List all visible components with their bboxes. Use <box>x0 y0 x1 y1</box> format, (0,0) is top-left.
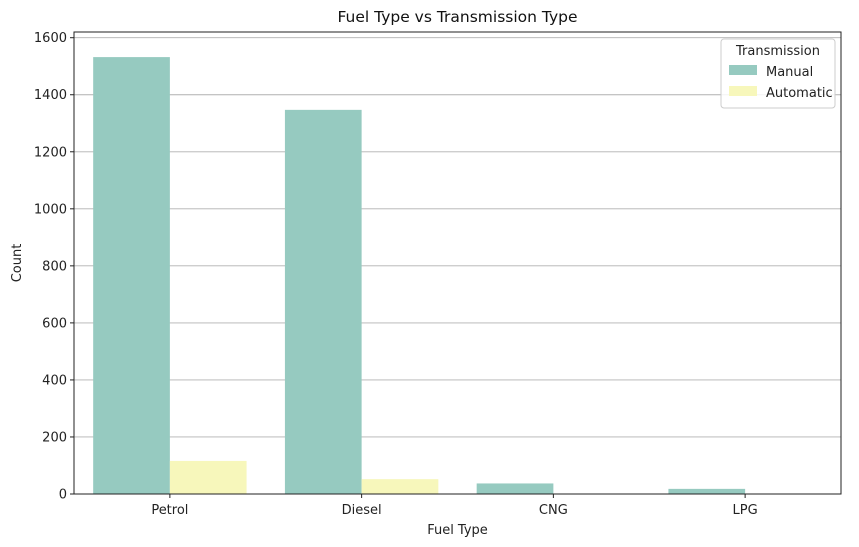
bar-manual-petrol <box>93 57 170 495</box>
y-tick-label: 200 <box>42 430 67 445</box>
grid-lines <box>74 37 841 495</box>
x-tick-label: Petrol <box>151 503 188 518</box>
bar-manual-cng <box>476 483 554 494</box>
plot-frame <box>73 31 842 495</box>
y-tick-label: 1400 <box>34 88 67 103</box>
x-axis: Petrol Diesel CNG LPG <box>151 494 758 518</box>
y-tick-label: 1600 <box>34 31 67 46</box>
legend-label-automatic: Automatic <box>766 86 833 101</box>
y-tick-label: 1000 <box>34 202 67 217</box>
x-tick-label: CNG <box>539 503 568 518</box>
y-tick-label: 400 <box>42 373 67 388</box>
y-tick-label: 600 <box>42 316 67 331</box>
bar-manual-diesel <box>284 109 362 494</box>
chart-title: Fuel Type vs Transmission Type <box>337 8 577 26</box>
legend-swatch-automatic <box>729 86 757 96</box>
y-axis: 0 200 400 600 800 1000 1200 1400 1600 <box>34 31 74 503</box>
bar-automatic-petrol <box>169 460 247 494</box>
legend-title: Transmission <box>735 44 820 59</box>
x-axis-label: Fuel Type <box>427 523 488 538</box>
legend-swatch-manual <box>729 65 757 75</box>
y-tick-label: 1200 <box>34 145 67 160</box>
y-tick-label: 0 <box>59 488 67 503</box>
legend: Transmission Manual Automatic <box>720 38 836 109</box>
bars <box>93 57 746 495</box>
y-axis-label: Count <box>10 244 25 283</box>
x-tick-label: LPG <box>733 503 758 518</box>
x-tick-label: Diesel <box>342 503 382 518</box>
y-tick-label: 800 <box>42 259 67 274</box>
legend-label-manual: Manual <box>766 65 813 80</box>
bar-manual-lpg <box>668 488 746 494</box>
bar-automatic-diesel <box>361 479 439 494</box>
